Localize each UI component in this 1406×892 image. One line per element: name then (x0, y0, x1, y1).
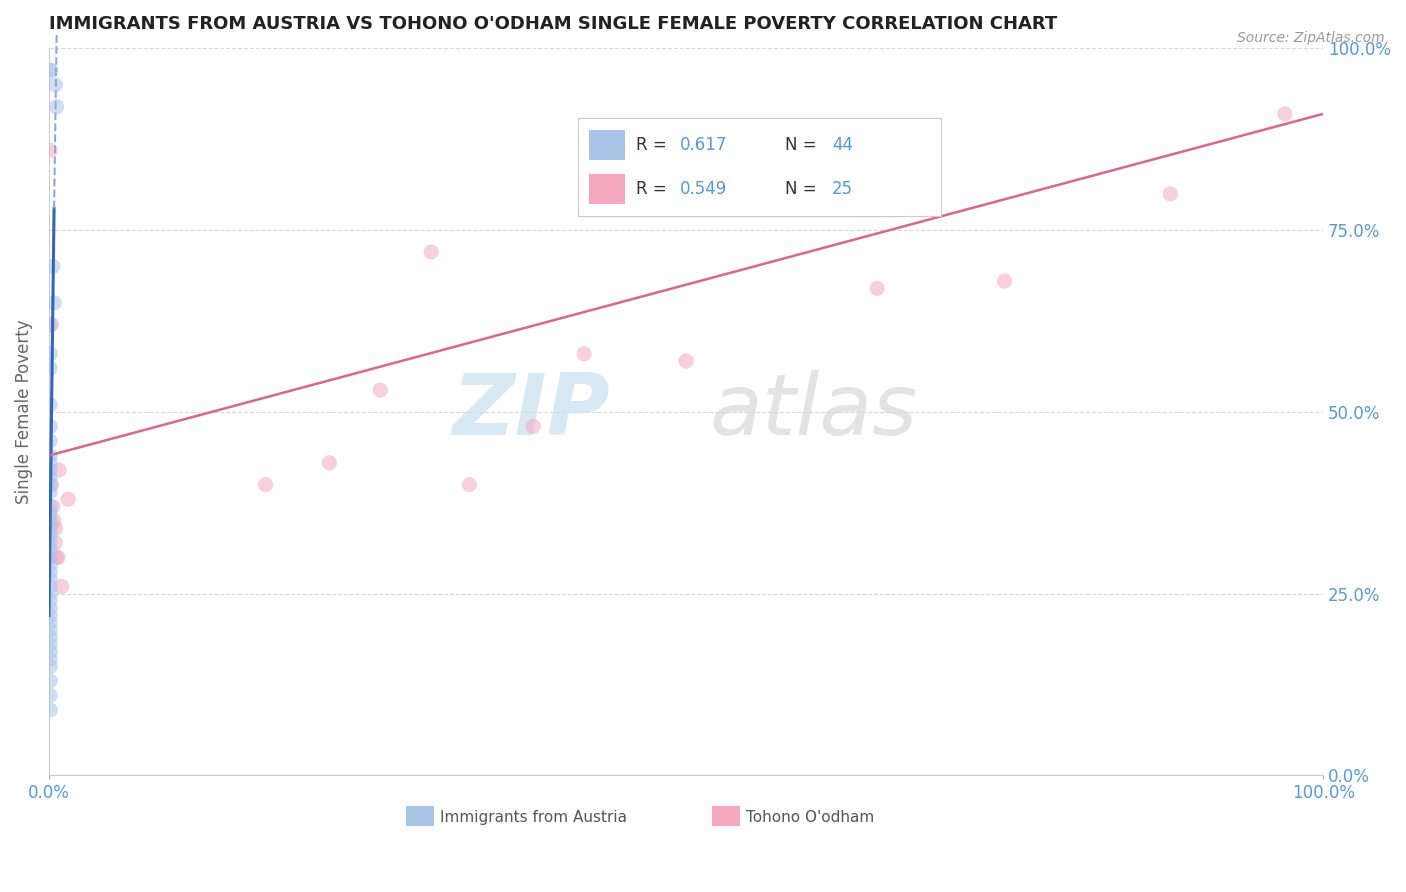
Text: atlas: atlas (710, 370, 918, 453)
Point (39, 703, 62, 717)
Point (420, 245, 443, 260)
Point (44, 78, 66, 92)
Point (254, 477, 277, 491)
Point (41, 477, 63, 491)
Point (39, 318, 62, 332)
Point (39, 565, 62, 579)
Point (39, 361, 62, 376)
Point (39, 572, 62, 586)
Point (522, 419, 544, 434)
Point (39, 521, 62, 535)
Point (39, 673, 62, 688)
Point (39, 456, 62, 470)
Point (51, 579, 73, 593)
Point (39, 579, 62, 593)
Text: Source: ZipAtlas.com: Source: ZipAtlas.com (1237, 31, 1385, 45)
Point (42, 500, 65, 514)
Point (44, 535, 66, 549)
Point (39, 449, 62, 463)
Point (39, 535, 62, 549)
Point (41, 318, 63, 332)
Point (39, 645, 62, 659)
Text: Immigrants from Austria: Immigrants from Austria (440, 810, 627, 825)
Point (56, 492, 79, 507)
Point (39, 689, 62, 703)
Point (39, 623, 62, 637)
Point (458, 477, 481, 491)
Point (39, 143, 62, 157)
Point (42, 260, 65, 274)
Text: ZIP: ZIP (451, 370, 610, 453)
Point (39, 419, 62, 434)
Point (994, 274, 1017, 288)
Point (39, 507, 62, 521)
Point (45, 550, 67, 565)
Point (45, 100, 67, 114)
Point (866, 281, 889, 295)
Point (39, 63, 62, 78)
Point (368, 383, 391, 397)
Point (39, 63, 62, 78)
Point (39, 659, 62, 673)
Point (39, 558, 62, 572)
Point (39, 608, 62, 623)
Point (39, 470, 62, 484)
Point (572, 347, 595, 361)
Point (39, 587, 62, 601)
Bar (406, 806, 434, 826)
Point (39, 543, 62, 558)
Point (39, 484, 62, 499)
Point (42, 514, 65, 528)
Point (39, 615, 62, 630)
Point (42, 296, 65, 310)
Y-axis label: Single Female Poverty: Single Female Poverty (15, 319, 32, 504)
Point (46, 550, 69, 565)
Point (39, 463, 62, 477)
Point (39, 630, 62, 644)
Point (39, 528, 62, 542)
Point (39, 601, 62, 615)
Point (738, 202, 761, 216)
Point (39, 477, 62, 491)
Point (39, 638, 62, 652)
Point (1274, 107, 1296, 121)
Point (39, 514, 62, 528)
Text: IMMIGRANTS FROM AUSTRIA VS TOHONO O'ODHAM SINGLE FEMALE POVERTY CORRELATION CHAR: IMMIGRANTS FROM AUSTRIA VS TOHONO O'ODHA… (49, 15, 1057, 33)
Text: Tohono O'odham: Tohono O'odham (747, 810, 875, 825)
Point (44, 521, 66, 535)
Bar (711, 806, 740, 826)
Point (39, 500, 62, 514)
Point (675, 354, 697, 368)
Point (39, 434, 62, 448)
Point (39, 594, 62, 608)
Point (39, 398, 62, 412)
Point (39, 652, 62, 666)
Point (39, 550, 62, 565)
Point (318, 456, 340, 470)
Point (1159, 186, 1181, 201)
Point (39, 347, 62, 361)
Point (48, 463, 70, 477)
